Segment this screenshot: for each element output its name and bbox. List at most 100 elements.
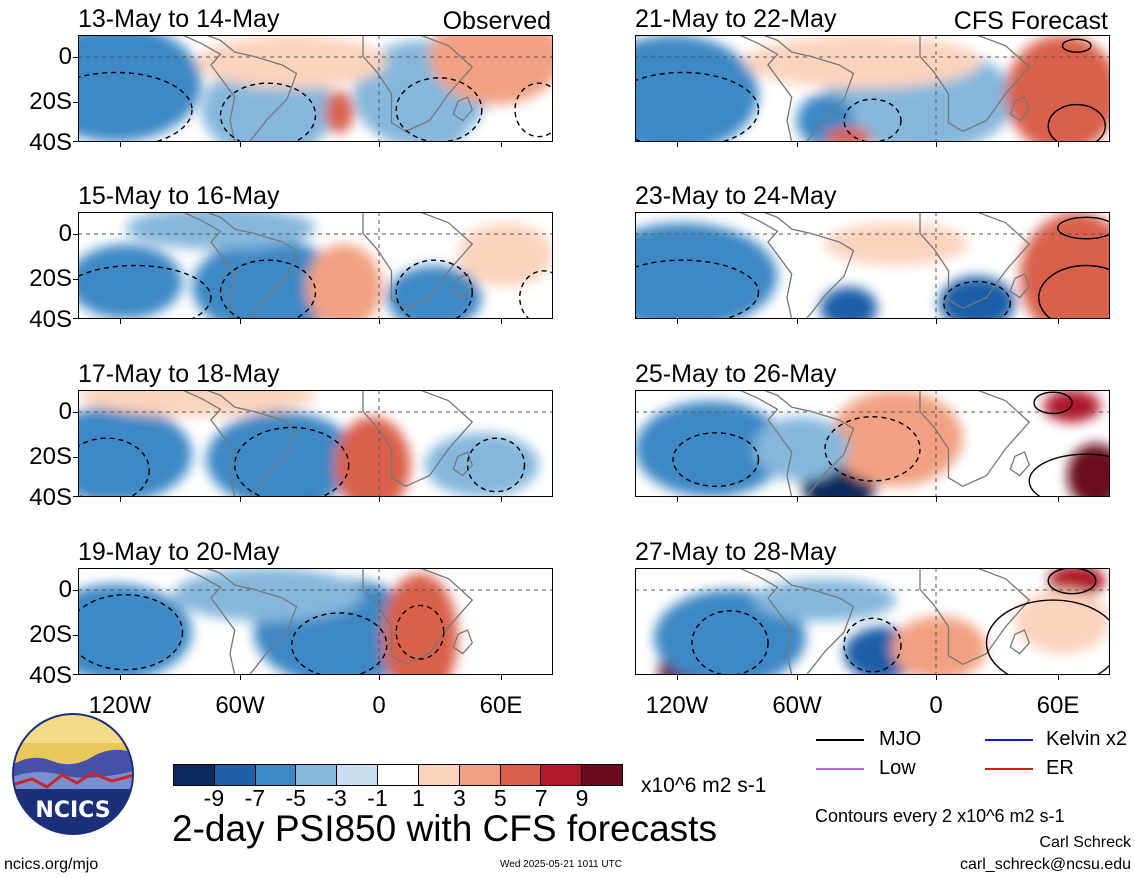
lat-label: 20S (29, 265, 72, 292)
colorbar-swatch (214, 765, 256, 785)
lat-label: 0 (58, 220, 72, 247)
mjo-contour (691, 610, 769, 675)
colorbar-label: -7 (244, 785, 266, 811)
colorbar-label: 7 (534, 785, 548, 811)
coastline (182, 390, 298, 497)
lon-label: 0 (929, 692, 943, 719)
mjo-contour (1033, 391, 1073, 415)
panel-title: 19-May to 20-May (78, 538, 280, 566)
lon-tick (936, 497, 937, 502)
lon-tick (120, 142, 121, 147)
mjo-contour (843, 617, 902, 673)
lat-tick (73, 57, 78, 58)
legend-mjo-line (816, 739, 864, 741)
legend-kelvin-label: Kelvin x2 (1046, 728, 1128, 750)
coastline (452, 96, 473, 122)
panel-title: 27-May to 28-May (635, 538, 837, 566)
lon-tick (677, 497, 678, 502)
lat-label: 40S (29, 129, 72, 156)
lon-tick (797, 319, 798, 324)
colorbar-swatch (337, 765, 379, 785)
anomaly-shading (635, 35, 759, 142)
lat-tick (73, 234, 78, 235)
lon-tick (1058, 675, 1059, 680)
lon-tick (501, 142, 502, 147)
map-frame (635, 212, 1110, 319)
coastline (362, 568, 474, 666)
panel-tag: Observed (442, 7, 551, 35)
lon-label: 60E (479, 692, 523, 719)
lon-tick (379, 675, 380, 680)
lat-label: 20S (29, 621, 72, 648)
mjo-contour (219, 259, 317, 319)
anomaly-shading (78, 406, 192, 497)
psi850-map (78, 35, 553, 142)
map-frame (78, 35, 553, 142)
mjo-contour (1047, 568, 1097, 595)
lon-tick (677, 675, 678, 680)
ncics-logo: NCICS (12, 713, 134, 835)
lon-tick (677, 142, 678, 147)
anomaly-shading (1005, 35, 1110, 142)
map-frame (635, 390, 1110, 497)
coastline (1009, 451, 1030, 477)
panel-title: 23-May to 24-May (635, 182, 837, 210)
colorbar-swatch (418, 765, 460, 785)
lat-label: 20S (29, 88, 72, 115)
coastline (1009, 96, 1030, 122)
lon-tick (501, 319, 502, 324)
anomaly-shading (744, 35, 982, 89)
mjo-contour (635, 71, 760, 142)
anomaly-shading (825, 222, 968, 266)
anomaly-shading (78, 244, 183, 319)
anomaly-shading (173, 568, 363, 622)
mjo-contour (78, 437, 150, 497)
coastline (739, 568, 855, 675)
lat-tick (73, 279, 78, 280)
colorbar-swatch (459, 765, 501, 785)
panel-title: 21-May to 22-May (635, 5, 837, 33)
anomaly-shading (1067, 443, 1110, 497)
mjo-contour (291, 612, 388, 675)
anomaly-shading (1043, 390, 1101, 423)
lon-tick (120, 675, 121, 680)
mjo-contour (234, 426, 350, 497)
colorbar-swatch (296, 765, 338, 785)
lon-label: 60W (772, 692, 822, 719)
lon-tick (1058, 497, 1059, 502)
legend-mjo-label: MJO (879, 728, 922, 750)
legend-low-line (816, 768, 864, 770)
panel-tag: CFS Forecast (953, 7, 1108, 35)
lon-tick (240, 319, 241, 324)
legend-low-label: Low (879, 757, 916, 779)
anomaly-shading (635, 400, 787, 497)
coastline (739, 390, 855, 497)
anomaly-shading (820, 286, 878, 319)
contour-note: Contours every 2 x10^6 m2 s-1 (815, 806, 1065, 826)
lat-tick (73, 412, 78, 413)
lon-tick (936, 142, 937, 147)
lat-label: 40S (29, 484, 72, 511)
mjo-contour (466, 437, 526, 493)
footer-site[interactable]: ncics.org/mjo (4, 856, 99, 873)
lat-tick (73, 674, 78, 675)
panel-title: 17-May to 18-May (78, 360, 280, 388)
anomaly-shading (753, 416, 849, 481)
legend-er-line (985, 768, 1033, 770)
anomaly-shading (424, 432, 539, 497)
psi850-map (78, 568, 553, 675)
coastline (919, 212, 1031, 310)
anomaly-shading (829, 390, 963, 487)
colorbar-swatch (174, 765, 215, 785)
lat-label: 20S (29, 443, 72, 470)
anomaly-shading (78, 390, 316, 417)
coastline (362, 390, 474, 488)
footer-email[interactable]: carl_schreck@ncsu.edu (960, 856, 1131, 873)
lat-tick (73, 496, 78, 497)
lat-label: 0 (58, 398, 72, 425)
lon-tick (379, 319, 380, 324)
anomaly-shading (825, 127, 873, 142)
mjo-contour (395, 77, 483, 142)
anomaly-shading (78, 35, 202, 142)
footer-author: Carl Schreck (1039, 834, 1131, 851)
